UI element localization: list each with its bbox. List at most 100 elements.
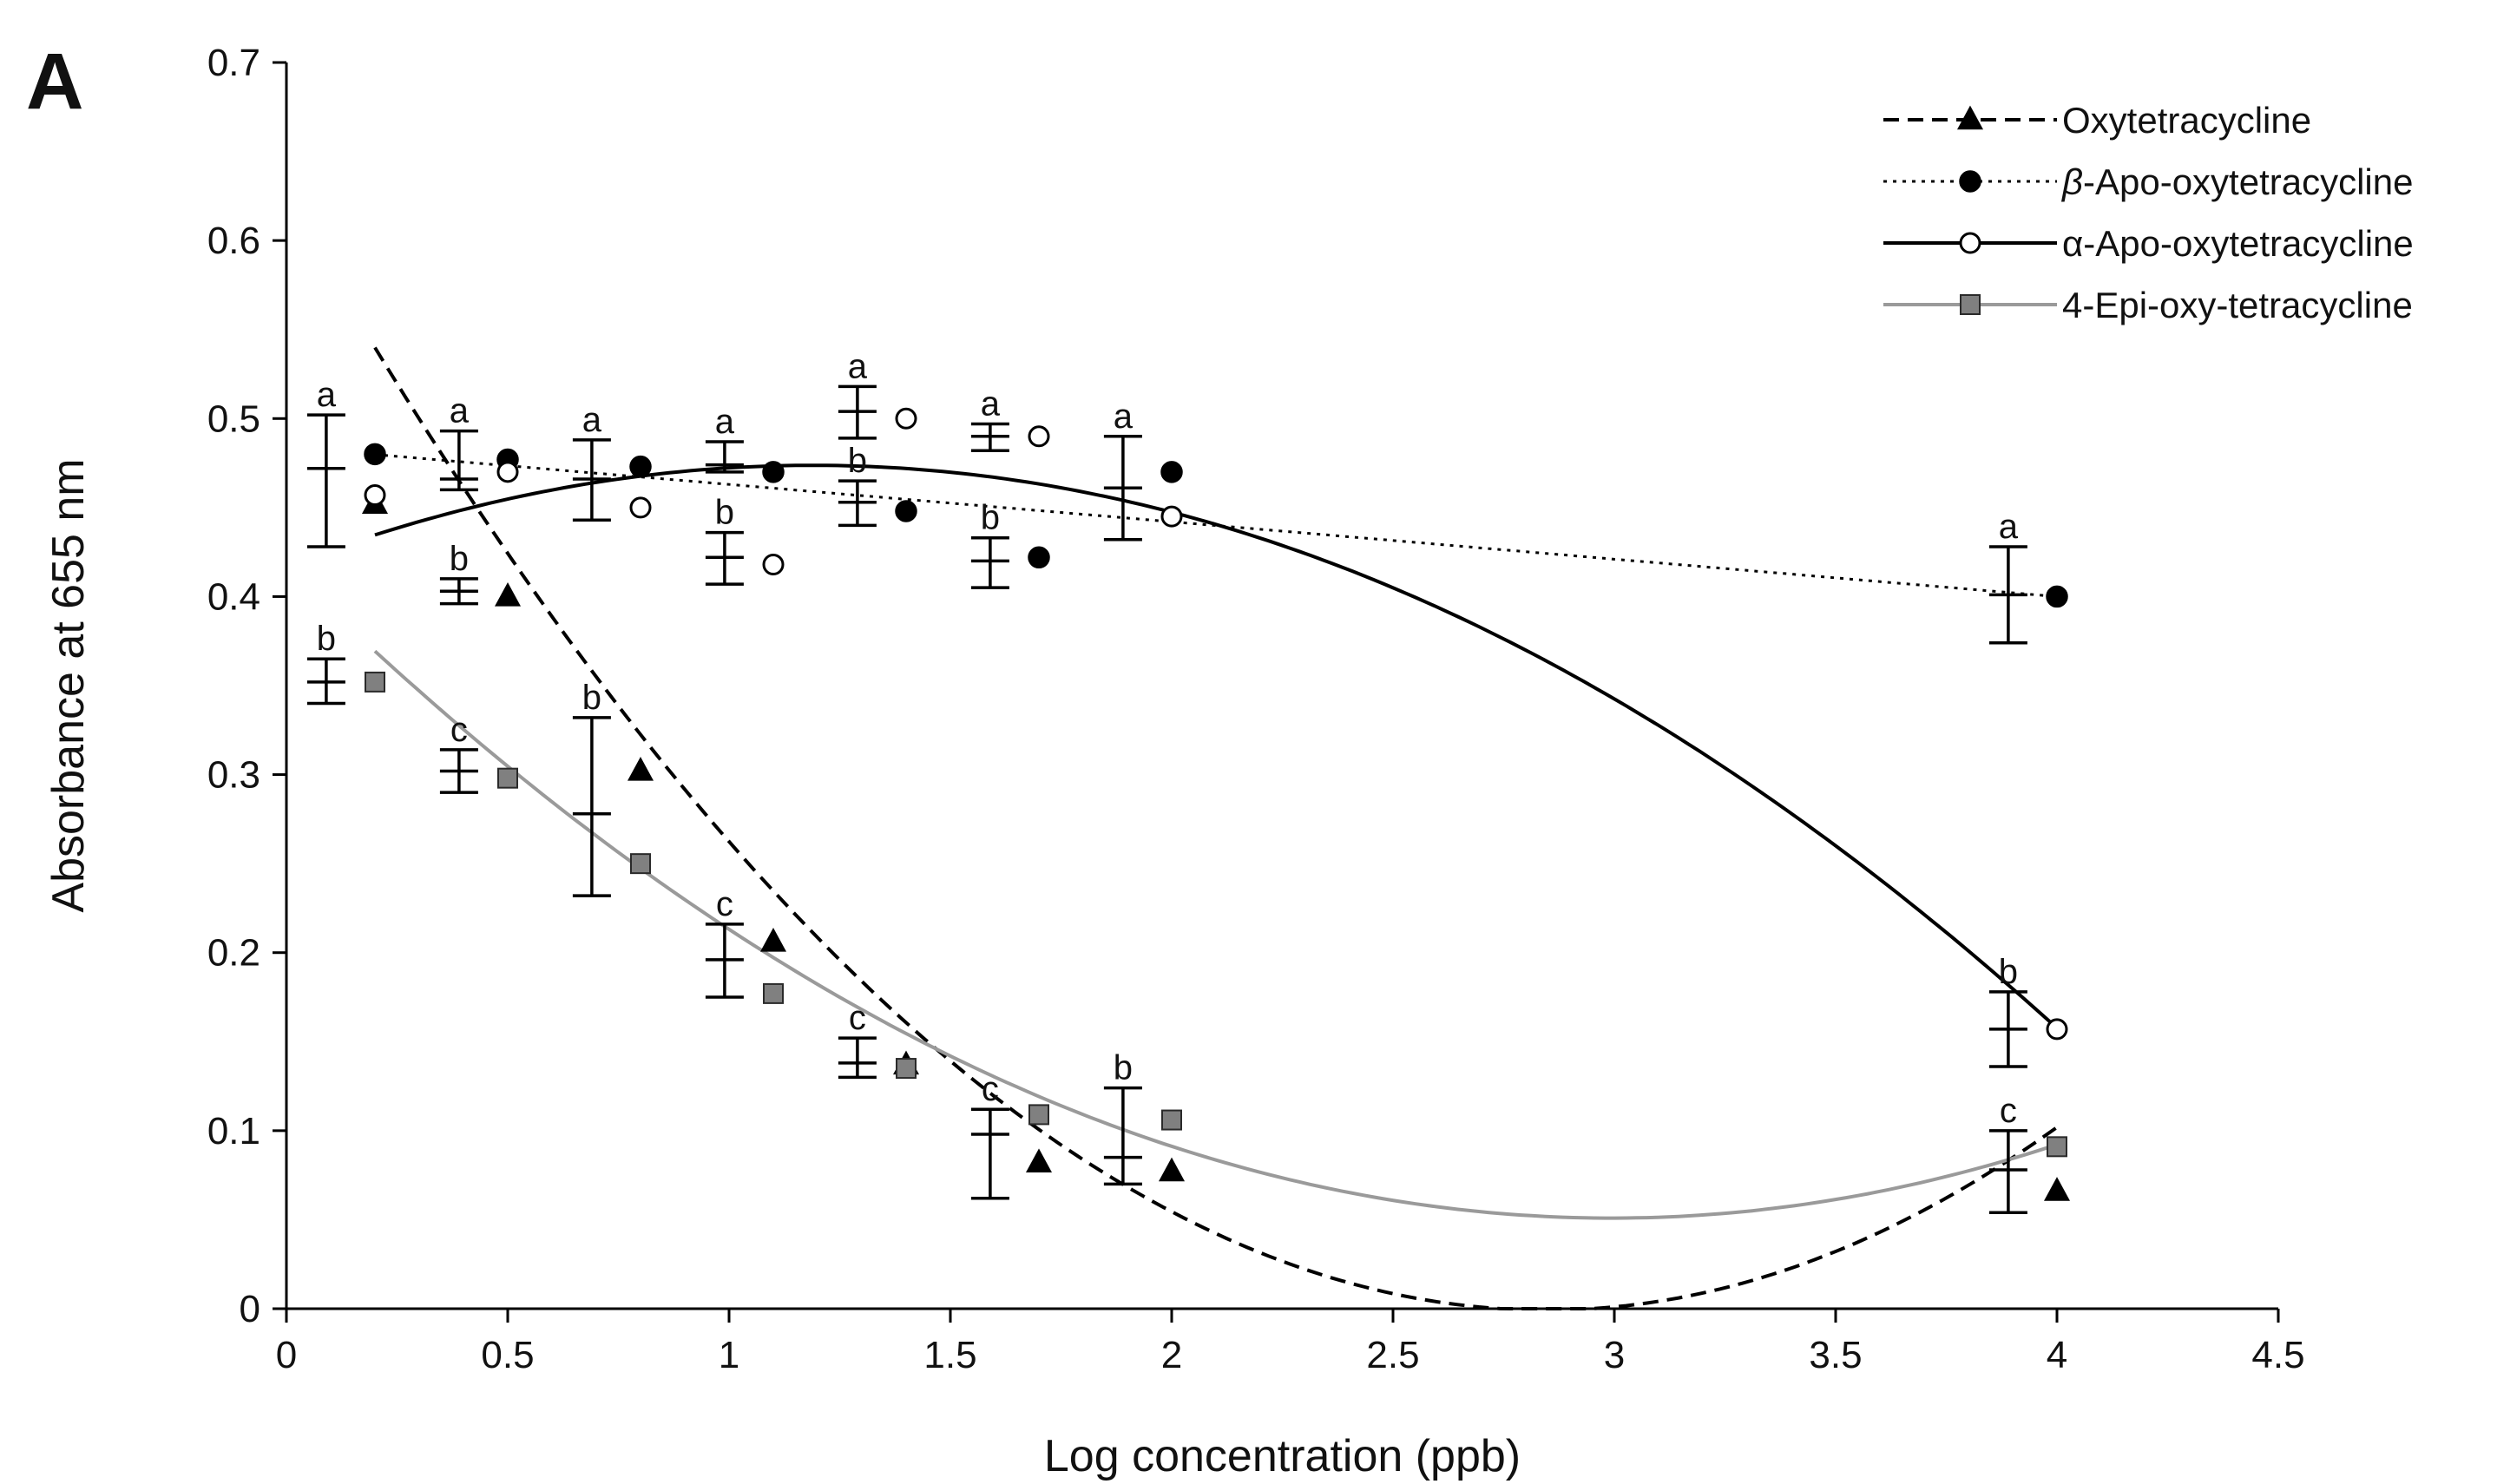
series-0-point (1158, 1157, 1186, 1182)
significance-letter: a (450, 392, 470, 430)
series-1-point (762, 461, 785, 483)
significance-letter: b (450, 540, 469, 578)
x-tick-label: 2 (1161, 1334, 1182, 1376)
legend-entry: Oxytetracycline (1883, 100, 2311, 141)
significance-letter: a (1114, 397, 1134, 436)
series-1-point (1160, 461, 1183, 483)
error-bar: c (439, 711, 478, 794)
series-0-point (2043, 1177, 2071, 1201)
error-bar: a (1103, 397, 1142, 542)
series-3-point (1161, 1109, 1182, 1131)
series-0-point (627, 757, 654, 781)
error-bar: a (572, 401, 611, 522)
y-tick-label: 0.3 (207, 754, 260, 797)
series-2-point (895, 407, 917, 430)
legend-label: β-Apo-oxytetracycline (2060, 161, 2413, 202)
x-tick-label: 0 (276, 1334, 297, 1376)
error-bar: c (1988, 1092, 2027, 1214)
error-bar: a (838, 347, 877, 440)
x-tick-label: 4 (2047, 1334, 2067, 1376)
x-tick-label: 4.5 (2251, 1334, 2304, 1376)
significance-letter: b (582, 679, 601, 717)
series-1-point (629, 455, 652, 478)
series-0-point (494, 582, 522, 607)
significance-letter: a (1999, 508, 2019, 546)
x-tick-label: 2.5 (1366, 1334, 1419, 1376)
series-2-fit-line (374, 463, 2059, 1030)
series-1-fit-line (374, 453, 2058, 598)
series-2-point (762, 554, 785, 576)
x-axis-title: Log concentration (ppb) (1044, 1431, 1521, 1481)
error-bar: c (705, 885, 744, 999)
error-bar: b (1988, 953, 2027, 1068)
error-bar: b (572, 679, 611, 897)
significance-letter: a (848, 347, 868, 385)
series-3-fit-line (373, 649, 2058, 1220)
significance-letter: a (715, 403, 735, 441)
error-bar: b (970, 499, 1009, 589)
series-2-point (2046, 1018, 2068, 1041)
series-2-point (364, 483, 386, 506)
legend: Oxytetracycline β-Apo-oxytetracycline α-Ap… (1883, 100, 2414, 325)
x-tick-label: 0.5 (481, 1334, 534, 1376)
series-3-point (365, 671, 385, 693)
significance-letter: b (317, 620, 336, 658)
legend-label-text: Oxytetracycline (2062, 100, 2311, 141)
significance-letter: c (2000, 1092, 2017, 1130)
series-2-point (629, 496, 652, 519)
legend-marker (1960, 294, 1981, 315)
series-0-point (1025, 1148, 1053, 1172)
series-3-point (896, 1058, 917, 1080)
significance-letter: c (716, 885, 733, 923)
series-2-point (1028, 425, 1050, 448)
series-3-point (1028, 1104, 1049, 1126)
x-tick-label: 3 (1604, 1334, 1625, 1376)
y-tick-label: 0 (240, 1288, 260, 1330)
error-bar: b (705, 494, 744, 586)
x-tick-label: 3.5 (1809, 1334, 1862, 1376)
series-0-point (759, 927, 787, 952)
legend-entry: α-Apo-oxytetracycline (1883, 223, 2414, 264)
error-bar: b (1103, 1049, 1142, 1186)
legend-label-prefix: β (2060, 161, 2083, 202)
error-bar: b (838, 442, 877, 528)
series-0-fit-line (373, 346, 2059, 1310)
y-tick-label: 0.2 (207, 932, 260, 975)
significance-letter: b (848, 442, 867, 480)
y-tick-label: 0.1 (207, 1110, 260, 1152)
series-1-point (1028, 546, 1050, 569)
significance-letter: a (582, 401, 602, 439)
legend-label: 4-Epi-oxy-tetracycline (2062, 285, 2413, 325)
x-tick-label: 1.5 (923, 1334, 976, 1376)
legend-marker (1956, 105, 1984, 130)
error-bar: b (439, 540, 478, 606)
error-bar: a (705, 403, 744, 474)
significance-letter: b (715, 494, 734, 532)
y-tick-label: 0.7 (207, 42, 260, 84)
y-tick-label: 0.5 (207, 397, 260, 440)
significance-letter: c (849, 999, 866, 1037)
significance-letter: a (981, 384, 1001, 423)
series-3-point (630, 853, 651, 875)
error-bar: c (970, 1070, 1009, 1200)
y-tick-label: 0.4 (207, 575, 260, 618)
error-bar: b (306, 620, 345, 706)
y-axis-title: Absorbance at 655 nm (43, 458, 94, 912)
legend-marker (1959, 232, 1981, 254)
series-1-point (2046, 585, 2068, 608)
legend-label-text: α-Apo-oxytetracycline (2062, 223, 2414, 264)
legend-label: Oxytetracycline (2062, 100, 2311, 141)
significance-letter: c (450, 711, 468, 749)
significance-letter: b (1114, 1049, 1133, 1087)
error-bar: a (970, 384, 1009, 452)
legend-entry: β-Apo-oxytetracycline (1883, 161, 2413, 202)
error-bar: a (1988, 508, 2027, 645)
significance-letter: c (982, 1070, 999, 1108)
significance-letter: b (1999, 953, 2018, 991)
series-3-point (2047, 1136, 2067, 1158)
significance-letter: a (317, 376, 337, 414)
legend-label-text: 4-Epi-oxy-tetracycline (2062, 285, 2413, 325)
series-1-point (364, 443, 386, 466)
panel-label: A (26, 37, 83, 126)
